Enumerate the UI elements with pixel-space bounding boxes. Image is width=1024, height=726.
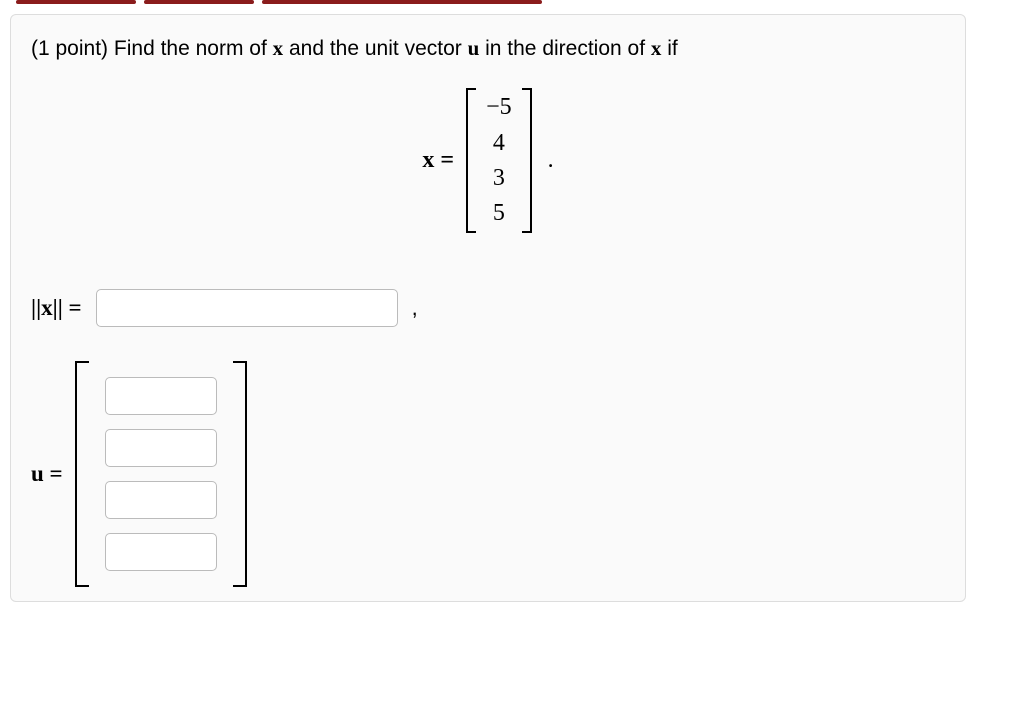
u-label: u = <box>31 461 63 487</box>
u-component-input-4[interactable] <box>105 533 217 571</box>
accent-segment <box>262 0 542 4</box>
matrix-cell: 4 <box>486 128 512 159</box>
left-bracket-icon <box>466 88 476 233</box>
matrix-cell: −5 <box>486 92 512 123</box>
matrix-cell: 3 <box>486 163 512 194</box>
left-bracket-icon <box>75 361 89 587</box>
x-matrix: −5 4 3 5 <box>466 88 532 233</box>
var-x: x <box>273 36 284 60</box>
problem-prompt: (1 point) Find the norm of x and the uni… <box>31 33 945 64</box>
prompt-text: in the direction of <box>479 37 651 60</box>
var-u: u <box>468 36 480 60</box>
right-bracket-icon <box>233 361 247 587</box>
norm-answer-row: ||x|| = , <box>31 289 945 327</box>
unit-vector-answer-row: u = <box>31 361 945 587</box>
u-component-input-1[interactable] <box>105 377 217 415</box>
trailing-period: . <box>548 147 554 174</box>
prompt-text: if <box>661 37 677 60</box>
var-x: x <box>651 36 662 60</box>
right-bracket-icon <box>522 88 532 233</box>
accent-segment <box>144 0 254 4</box>
points-label: (1 point) <box>31 37 108 60</box>
u-component-input-2[interactable] <box>105 429 217 467</box>
prompt-text: and the unit vector <box>283 37 467 60</box>
u-component-input-3[interactable] <box>105 481 217 519</box>
top-accent-bar <box>0 0 1024 6</box>
vector-definition: x = −5 4 3 5 . <box>31 88 945 233</box>
matrix-cell: 5 <box>486 198 512 229</box>
norm-input[interactable] <box>96 289 398 327</box>
norm-label: ||x|| = <box>31 295 82 321</box>
problem-container: (1 point) Find the norm of x and the uni… <box>10 14 966 602</box>
accent-segment <box>16 0 136 4</box>
prompt-text: Find the norm of <box>114 37 273 60</box>
x-equals-label: x = <box>422 147 454 174</box>
u-matrix <box>75 361 247 587</box>
separator-comma: , <box>412 295 418 321</box>
